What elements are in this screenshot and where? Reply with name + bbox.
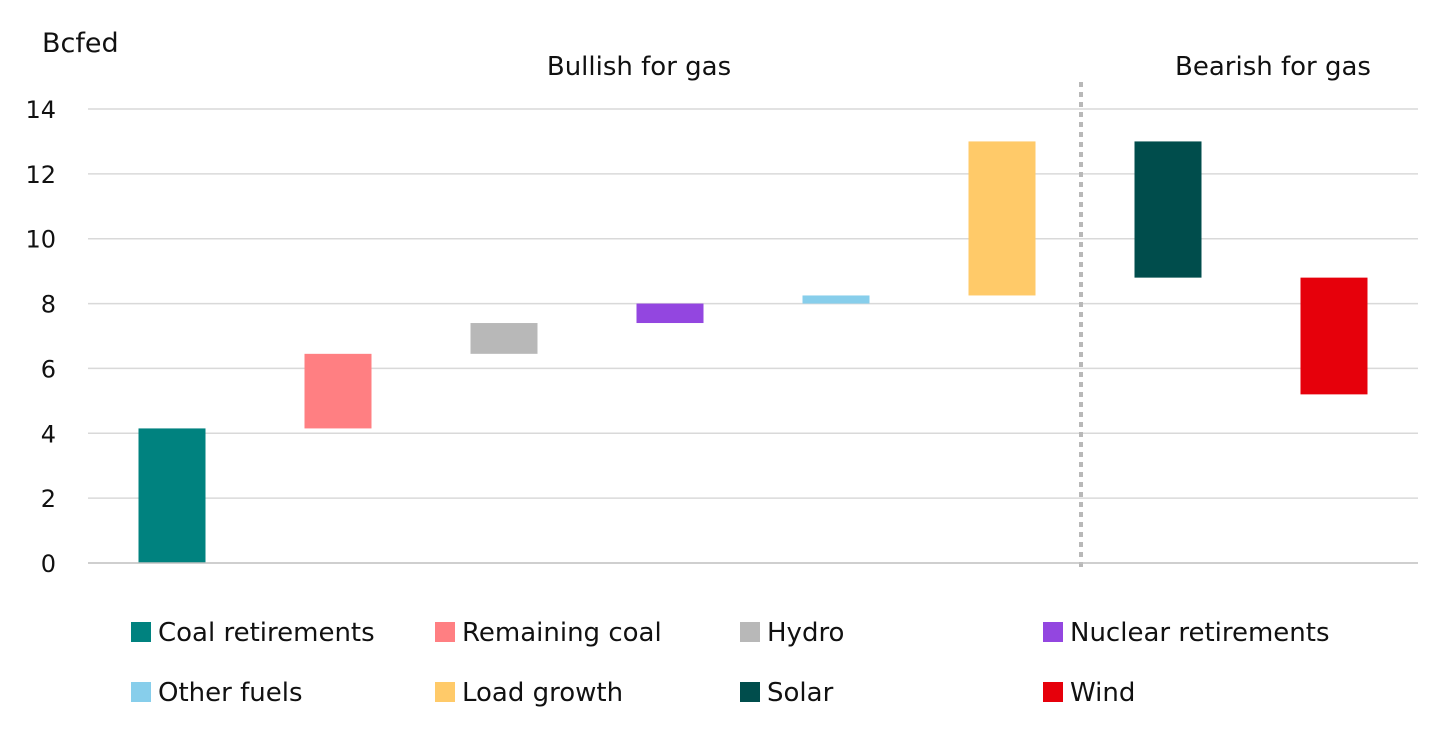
legend-label-load-growth: Load growth <box>462 678 623 708</box>
legend-swatch-load-growth <box>435 682 455 702</box>
legend-label-wind: Wind <box>1070 678 1135 708</box>
legend-label-nuclear-retirements: Nuclear retirements <box>1070 618 1330 648</box>
legend-swatch-hydro <box>740 622 760 642</box>
y-tick-label: 4 <box>41 420 56 448</box>
bars <box>138 141 1368 563</box>
legend-swatch-solar <box>740 682 760 702</box>
legend: Coal retirements Remaining coal Hydro Nucle… <box>131 618 1330 708</box>
y-tick-label: 14 <box>25 96 56 124</box>
bar-other-fuels <box>802 295 870 304</box>
legend-swatch-wind <box>1043 682 1063 702</box>
legend-label-other-fuels: Other fuels <box>158 678 303 708</box>
bar-coal-retirements <box>138 428 206 563</box>
bar-load-growth <box>968 141 1036 296</box>
legend-label-remaining-coal: Remaining coal <box>462 618 662 648</box>
y-tick-label: 10 <box>25 226 56 254</box>
y-tick-label: 2 <box>41 485 56 513</box>
y-tick-label: 0 <box>41 550 56 578</box>
legend-swatch-remaining-coal <box>435 622 455 642</box>
legend-label-hydro: Hydro <box>767 618 844 648</box>
gridlines <box>88 108 1418 499</box>
legend-label-coal-retirements: Coal retirements <box>158 618 375 648</box>
region-label-bullish: Bullish for gas <box>547 52 731 82</box>
region-labels: Bullish for gas Bearish for gas <box>547 52 1371 82</box>
y-tick-label: 6 <box>41 355 56 383</box>
legend-swatch-coal-retirements <box>131 622 151 642</box>
region-label-bearish: Bearish for gas <box>1175 52 1371 82</box>
bar-hydro <box>470 323 538 354</box>
y-axis-unit-label: Bcfed <box>42 28 119 59</box>
bar-solar <box>1134 141 1202 278</box>
legend-label-solar: Solar <box>767 678 834 708</box>
y-tick-label: 8 <box>41 291 56 319</box>
y-tick-label: 12 <box>25 161 56 189</box>
legend-swatch-other-fuels <box>131 682 151 702</box>
bar-remaining-coal <box>304 353 372 429</box>
bar-wind <box>1300 277 1368 395</box>
y-axis-ticks: 0 2 4 6 8 10 12 14 <box>25 96 56 578</box>
bar-nuclear-retirements <box>636 303 704 324</box>
legend-swatch-nuclear-retirements <box>1043 622 1063 642</box>
